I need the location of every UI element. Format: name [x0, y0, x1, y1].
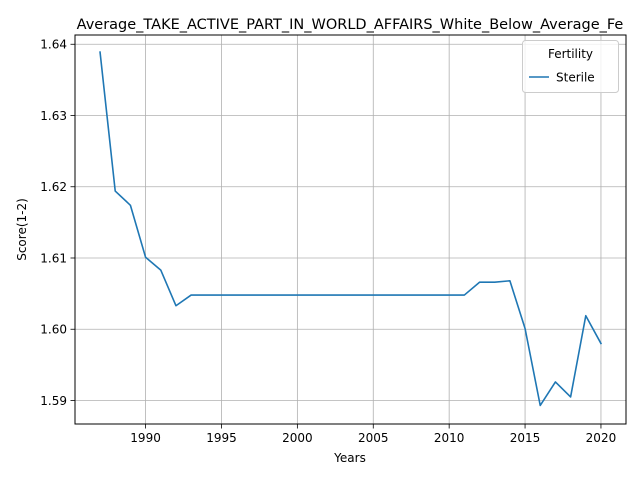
x-axis-label: Years	[333, 451, 366, 465]
x-tick-label: 1990	[130, 431, 161, 445]
series-layer	[99, 51, 603, 407]
x-tick-label: 2020	[586, 431, 617, 445]
y-tick-label: 1.64	[40, 38, 67, 52]
legend: Fertility Sterile	[522, 40, 619, 93]
legend-box	[522, 40, 619, 93]
plot-frame	[74, 34, 627, 425]
ticks: 1990 1995 2000 2005 2010 2015 2020 1.59 1.60 1.61…	[40, 38, 616, 445]
y-tick-label: 1.63	[40, 109, 67, 123]
legend-label-sterile: Sterile	[556, 71, 595, 85]
chart-title: Average_TAKE_ACTIVE_PART_IN_WORLD_AFFAIR…	[77, 17, 624, 33]
grid	[75, 35, 626, 424]
legend-title: Fertility	[548, 47, 593, 61]
x-tick-label: 1995	[206, 431, 237, 445]
series-line-sterile	[99, 51, 603, 407]
y-axis-label: Score(1-2)	[15, 198, 29, 261]
y-tick-label: 1.62	[40, 180, 67, 194]
y-tick-label: 1.60	[40, 323, 67, 337]
y-tick-label: 1.59	[40, 394, 67, 408]
y-tick-label: 1.61	[40, 251, 67, 265]
x-tick-label: 2005	[358, 431, 389, 445]
x-tick-label: 2000	[282, 431, 313, 445]
x-tick-label: 2015	[510, 431, 541, 445]
x-tick-label: 2010	[434, 431, 465, 445]
